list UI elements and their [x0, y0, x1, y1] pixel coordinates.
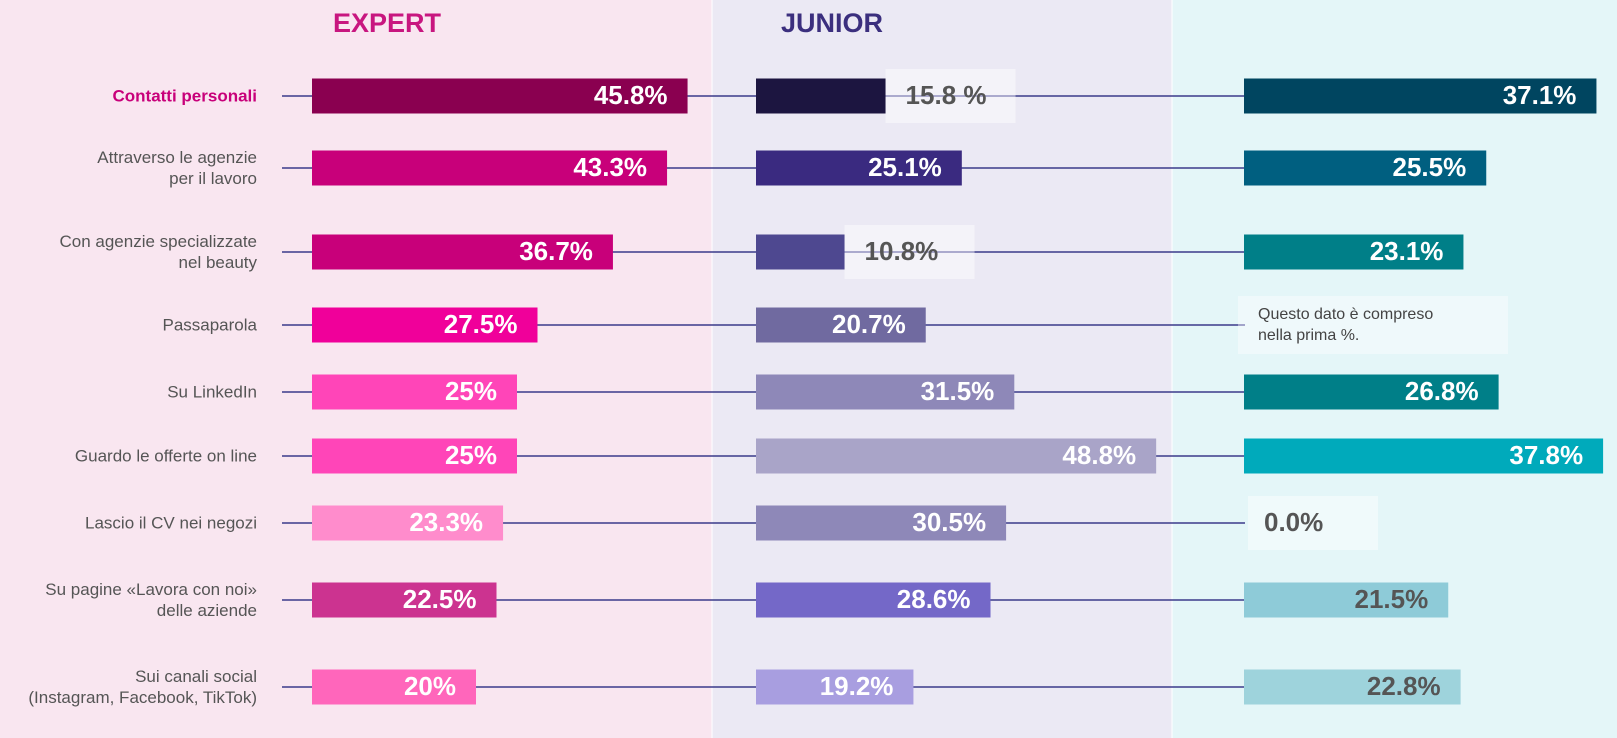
bar [756, 374, 1015, 410]
label-box [885, 69, 1016, 123]
value-label: 22.8% [1367, 671, 1441, 701]
series-title: EXPERT [333, 8, 442, 38]
bar [756, 307, 926, 343]
value-label: 26.8% [1405, 376, 1479, 406]
bar [756, 669, 914, 705]
value-label: 25.1% [868, 152, 942, 182]
bar [756, 150, 962, 186]
value-label: 45.8% [594, 80, 668, 110]
category-label: Guardo le offerte on line [74, 446, 257, 466]
value-label: 36.7% [519, 236, 593, 266]
value-label: 23.1% [1370, 236, 1444, 266]
bar [756, 78, 886, 114]
category-label: Attraverso le agenzie per il lavoro [97, 148, 257, 188]
bar [312, 374, 517, 410]
bar [312, 505, 504, 541]
category-label: Contatti personali [112, 86, 257, 106]
bar [756, 582, 991, 618]
bar [756, 505, 1007, 541]
series-title: JUNIOR [781, 8, 884, 38]
value-label: 25% [445, 376, 497, 406]
bar [1244, 374, 1499, 410]
bar [312, 150, 668, 186]
category-label: Lascio il CV nei negozi [85, 513, 257, 533]
annotation: Questo dato è compreso nella prima %. [1238, 296, 1508, 354]
value-label: 22.5% [403, 584, 477, 614]
value-label: 31.5% [921, 376, 995, 406]
bar [312, 669, 476, 705]
value-label: 20% [404, 671, 456, 701]
bar [1244, 669, 1461, 705]
value-label: 48.8% [1062, 440, 1136, 470]
value-label: 0.0% [1264, 507, 1323, 537]
value-label: 10.8% [865, 236, 939, 266]
bar [1244, 78, 1597, 114]
bar [1244, 234, 1464, 270]
category-label: Passaparola [162, 315, 257, 335]
value-label: 37.1% [1503, 80, 1577, 110]
value-label: 28.6% [897, 584, 971, 614]
value-label: 23.3% [409, 507, 483, 537]
value-label: 30.5% [912, 507, 986, 537]
value-label: 19.2% [820, 671, 894, 701]
category-label: Su LinkedIn [167, 382, 257, 402]
value-label: 20.7% [832, 309, 906, 339]
bar [312, 307, 538, 343]
category-label: Su pagine «Lavora con noi» delle aziende [45, 580, 257, 620]
label-box [844, 225, 975, 279]
bar [1244, 582, 1449, 618]
bar [756, 438, 1157, 474]
bar [312, 438, 517, 474]
bar [312, 582, 497, 618]
category-label: Sui canali social (Instagram, Facebook, … [28, 667, 257, 707]
label-box [1248, 496, 1378, 550]
value-label: 27.5% [444, 309, 518, 339]
category-label: Con agenzie specializzate nel beauty [59, 232, 257, 272]
value-label: 37.8% [1509, 440, 1583, 470]
value-label: 43.3% [573, 152, 647, 182]
value-label: 25% [445, 440, 497, 470]
bar [1244, 150, 1487, 186]
bar [312, 78, 688, 114]
bar [312, 234, 613, 270]
value-label: 25.5% [1393, 152, 1467, 182]
bar [756, 234, 845, 270]
value-label: 15.8 % [906, 80, 987, 110]
value-label: 21.5% [1355, 584, 1429, 614]
bar [1244, 438, 1604, 474]
